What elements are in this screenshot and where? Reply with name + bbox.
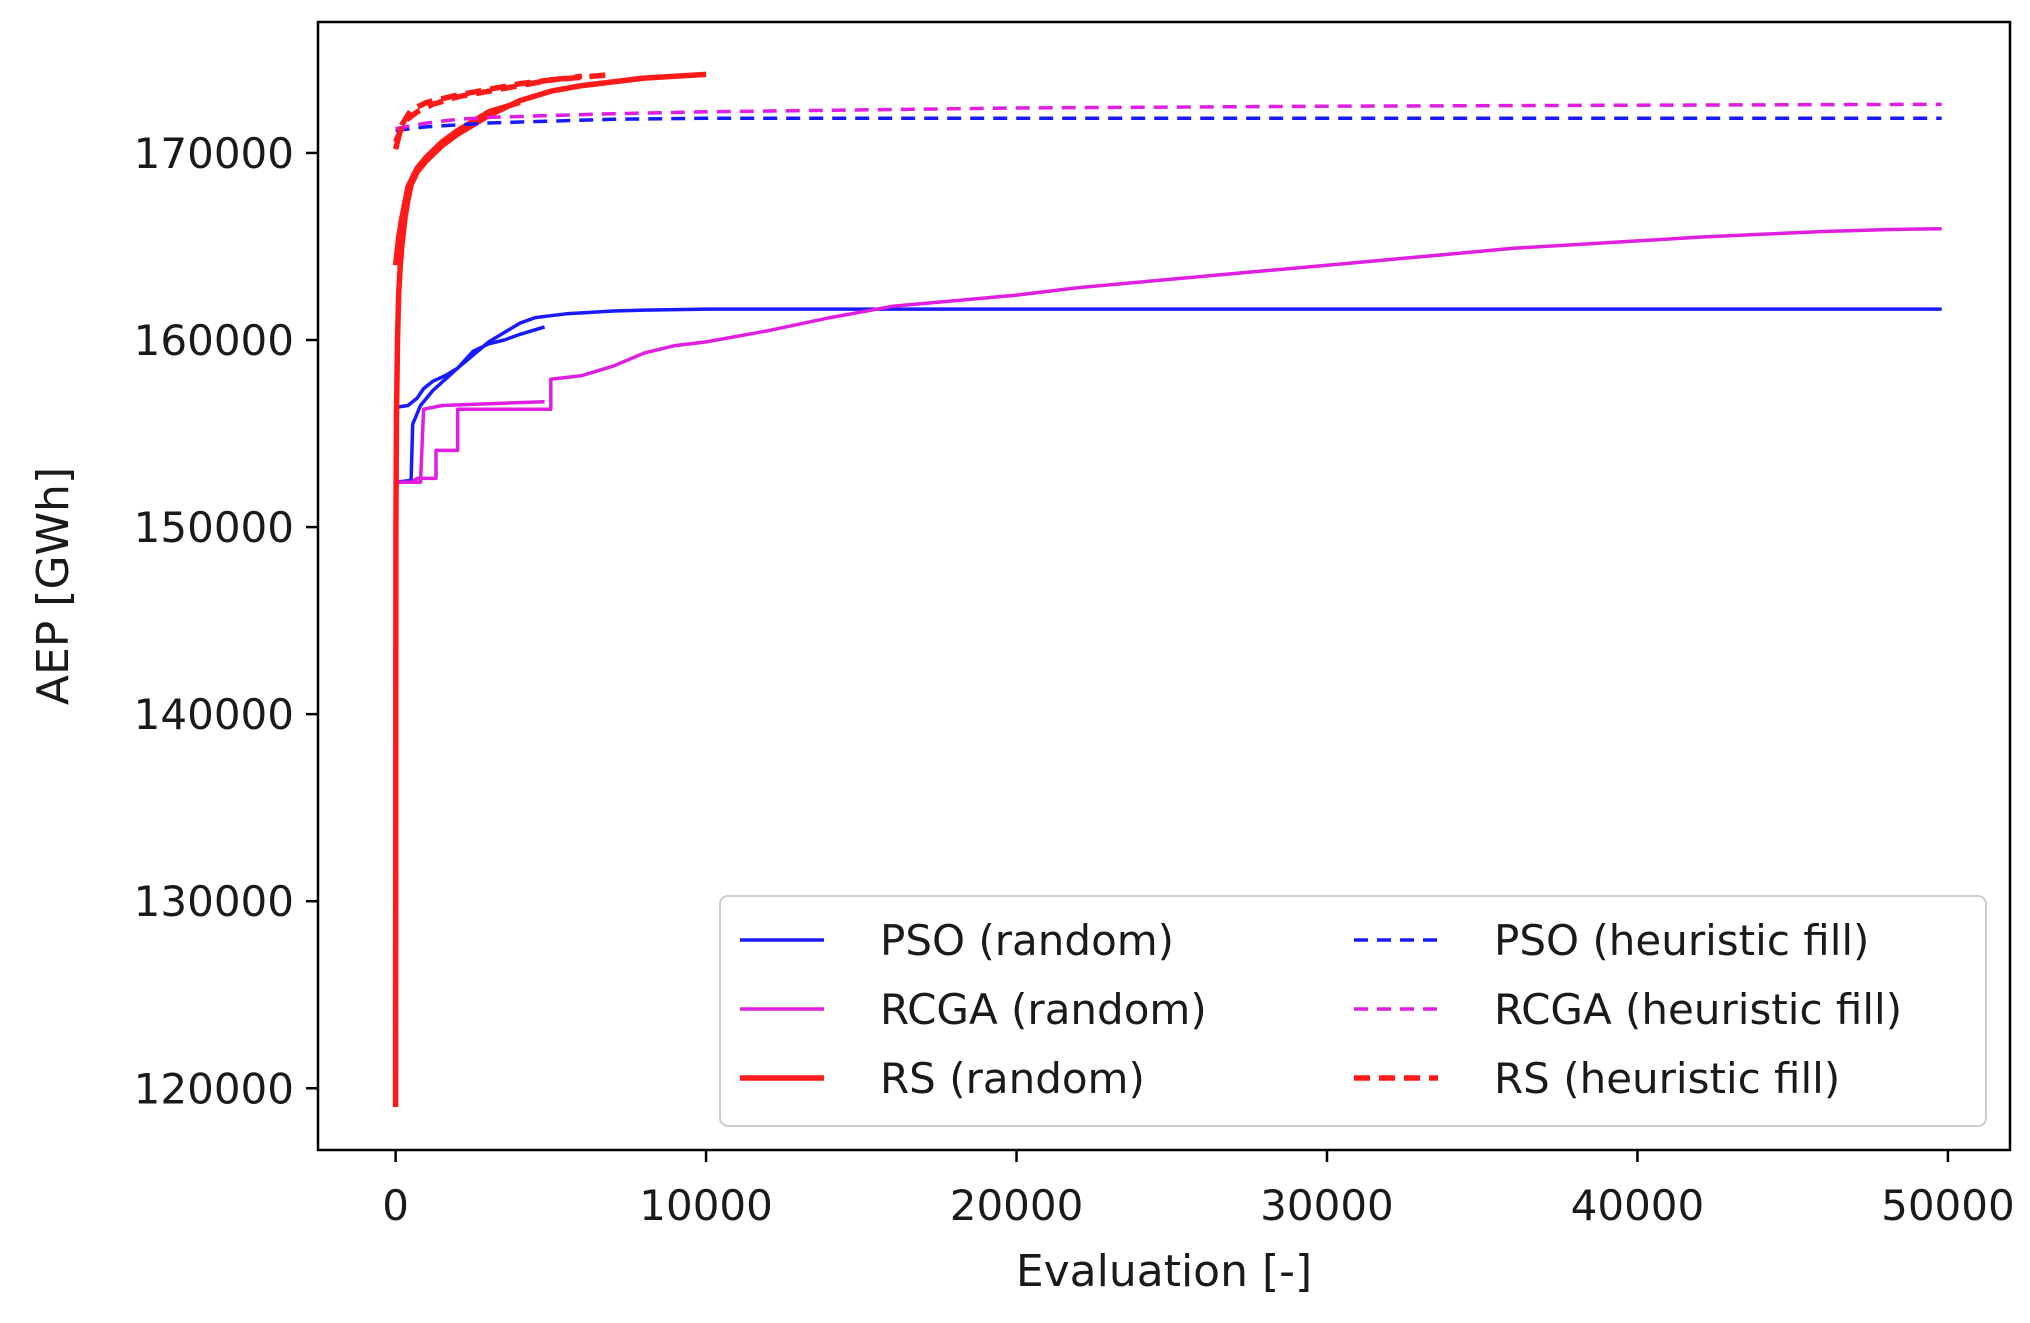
y-axis: 120000 130000 140000 150000 160000 170000 bbox=[134, 129, 318, 1113]
series-line-pso-random-1 bbox=[395, 307, 1942, 410]
x-tick-label: 0 bbox=[382, 1181, 409, 1230]
legend-label-rcga-heuristic-fill: RCGA (heuristic fill) bbox=[1494, 985, 1902, 1034]
legend-label-rs-heuristic-fill: RS (heuristic fill) bbox=[1494, 1054, 1840, 1103]
x-tick-label: 20000 bbox=[950, 1181, 1084, 1230]
legend-label-pso-heuristic-fill: PSO (heuristic fill) bbox=[1494, 916, 1869, 965]
y-axis-label: AEP [GWh] bbox=[28, 467, 79, 705]
series-line-rcga-random-2 bbox=[395, 399, 545, 484]
y-tick-label: 160000 bbox=[134, 316, 294, 365]
legend-label-rs-random: RS (random) bbox=[880, 1054, 1145, 1103]
x-tick-label: 50000 bbox=[1881, 1181, 2015, 1230]
y-tick-label: 120000 bbox=[134, 1064, 294, 1113]
series-layer bbox=[392, 71, 1942, 1108]
legend-label-rcga-random: RCGA (random) bbox=[880, 985, 1207, 1034]
y-tick-label: 150000 bbox=[134, 503, 294, 552]
y-tick-label: 170000 bbox=[134, 129, 294, 178]
x-axis: 0 10000 20000 30000 40000 50000 bbox=[382, 1150, 2015, 1230]
x-axis-label: Evaluation [-] bbox=[1016, 1246, 1312, 1297]
series-line-rs-heuristic-fill-1 bbox=[392, 71, 614, 150]
series-line-rcga-heuristic-fill-1 bbox=[395, 102, 1942, 131]
series-line-pso-heuristic-fill-1 bbox=[395, 116, 1942, 133]
x-tick-label: 40000 bbox=[1571, 1181, 1705, 1230]
series-line-pso-random-2 bbox=[395, 325, 546, 484]
series-line-rcga-random-1 bbox=[395, 226, 1942, 484]
y-tick-label: 140000 bbox=[134, 690, 294, 739]
x-tick-label: 10000 bbox=[639, 1181, 773, 1230]
legend-label-pso-random: PSO (random) bbox=[880, 916, 1174, 965]
series-line-rs-random-2 bbox=[392, 99, 521, 266]
y-tick-label: 130000 bbox=[134, 877, 294, 926]
legend-box bbox=[719, 895, 1987, 1127]
x-tick-label: 30000 bbox=[1260, 1181, 1394, 1230]
series-line-rs-heuristic-fill-2 bbox=[393, 73, 583, 143]
plot-frame bbox=[316, 20, 2012, 1152]
legend: PSO (random) RCGA (random) RS (random) PSO … bbox=[719, 895, 1987, 1127]
